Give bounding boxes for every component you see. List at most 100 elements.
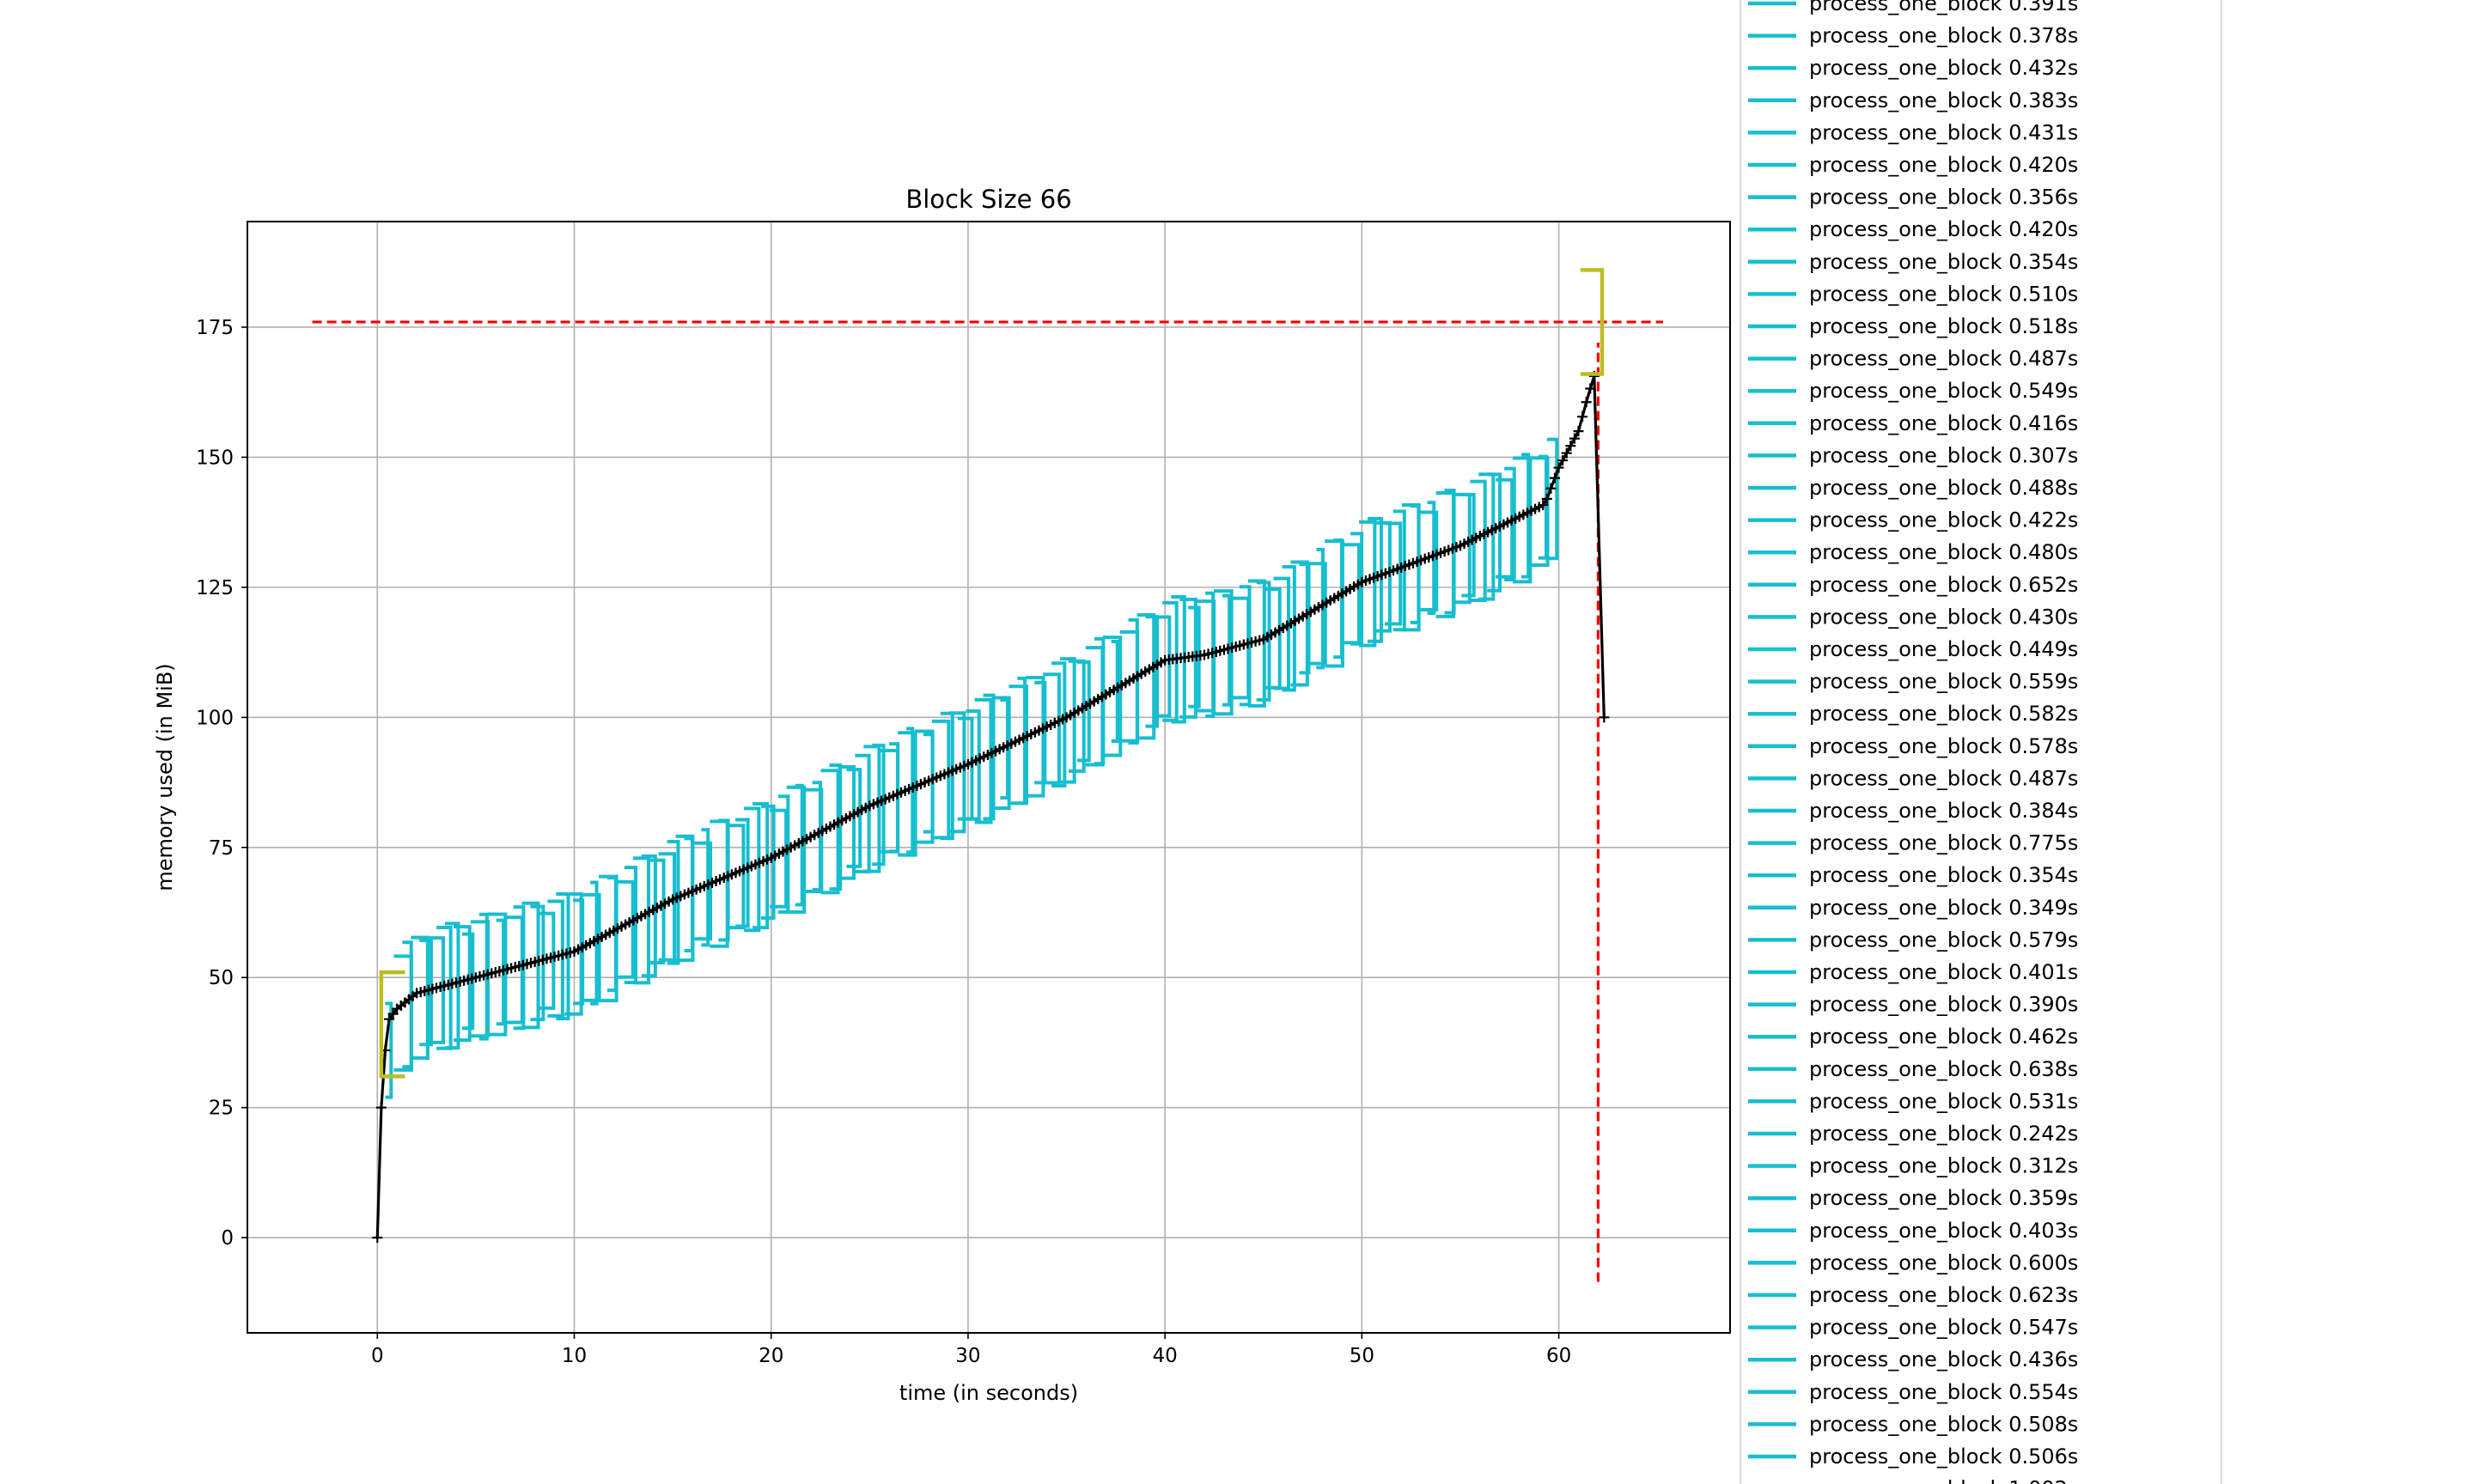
- block-bracket: [1342, 543, 1362, 645]
- legend-label: process_one_block 0.356s: [1809, 186, 2078, 210]
- block-bracket: [744, 806, 761, 933]
- block-bracket: [385, 1001, 393, 1099]
- legend-label: process_one_block 0.531s: [1809, 1089, 2078, 1113]
- block-bracket: [1470, 479, 1487, 602]
- legend-label: process_one_block 0.638s: [1809, 1057, 2078, 1081]
- legend-label: process_one_block 0.510s: [1809, 282, 2078, 306]
- block-bracket: [419, 938, 433, 1047]
- block-bracket: [402, 940, 413, 1069]
- legend-label: process_one_block 0.401s: [1809, 960, 2078, 984]
- block-bracket: [812, 781, 822, 891]
- legend-label: process_one_block 0.652s: [1809, 573, 2078, 597]
- block-bracket: [1496, 477, 1514, 579]
- x-tick-label: 60: [1546, 1345, 1571, 1367]
- block-bracket: [1487, 472, 1502, 593]
- outer-bracket: [379, 970, 405, 1079]
- memory-point: [1581, 397, 1592, 408]
- block-bracket: [667, 840, 680, 965]
- memory-point: [1538, 500, 1549, 511]
- x-tick-label: 10: [562, 1345, 587, 1367]
- block-bracket: [1410, 504, 1421, 624]
- block-bracket: [411, 935, 430, 1061]
- x-tick-label: 0: [371, 1345, 384, 1367]
- legend-label: process_one_block 0.420s: [1809, 217, 2078, 241]
- block-bracket: [1034, 680, 1047, 785]
- y-tick-label: 125: [196, 577, 234, 599]
- plot-frame: [247, 221, 1731, 1334]
- block-bracket: [1350, 532, 1364, 646]
- memory-line-group: [372, 370, 1610, 1244]
- block-bracket: [454, 925, 472, 1043]
- legend-label: process_one_block 0.242s: [1809, 1122, 2078, 1146]
- block-bracket: [829, 763, 843, 891]
- legend-label: process_one_block 0.420s: [1809, 153, 2078, 177]
- legend-label: process_one_block 0.578s: [1809, 734, 2078, 758]
- block-bracket: [863, 745, 881, 873]
- block-bracket: [1504, 466, 1516, 581]
- block-bracket: [1453, 492, 1472, 605]
- legend-label: process_one_block 0.436s: [1809, 1347, 2078, 1371]
- block-bracket: [1043, 672, 1061, 785]
- block-bracket: [1478, 472, 1496, 601]
- block-bracket: [872, 743, 886, 867]
- block-bracket: [727, 824, 746, 930]
- outer-bracket: [1580, 268, 1605, 376]
- block-bracket: [632, 856, 651, 985]
- legend-label: process_one_block 0.422s: [1809, 508, 2078, 532]
- x-tick-label: 50: [1350, 1345, 1374, 1367]
- limit-lines: [312, 320, 1664, 1282]
- block-bracket: [1060, 657, 1076, 784]
- legend-label: process_one_block 0.600s: [1809, 1250, 2078, 1274]
- memory-point: [1553, 462, 1564, 473]
- legend-label: process_one_block 0.487s: [1809, 347, 2078, 371]
- memory-point: [1577, 411, 1588, 423]
- block-bracket: [1513, 456, 1533, 584]
- x-axis-label: time (in seconds): [899, 1381, 1078, 1405]
- block-bracket: [1521, 453, 1531, 579]
- y-tick-label: 50: [209, 967, 234, 989]
- block-bracket: [769, 808, 789, 909]
- block-bracket: [1444, 489, 1456, 615]
- legend-label: process_one_block 0.488s: [1809, 476, 2078, 500]
- memory-point: [1550, 472, 1560, 484]
- chart-title: Block Size 66: [905, 185, 1071, 214]
- y-tick-label: 175: [196, 317, 234, 339]
- legend-label: process_one_block 0.431s: [1809, 120, 2078, 144]
- legend-label: process_one_block 0.403s: [1809, 1219, 2078, 1243]
- axis-ticks: 0 10 20 30 40 50 60 0 25 50 75 100 125 150 175: [196, 317, 1571, 1367]
- block-bracket: [931, 719, 951, 840]
- block-bracket: [1359, 520, 1377, 648]
- block-bracket: [1068, 659, 1086, 773]
- legend-label: process_one_block 0.349s: [1809, 896, 2078, 920]
- outer-brackets: [379, 268, 1605, 1079]
- memory-point: [1573, 426, 1584, 437]
- block-bracket: [556, 892, 570, 1021]
- block-bracket: [1076, 660, 1091, 763]
- block-bracket: [1368, 517, 1383, 643]
- block-bracket: [436, 925, 453, 1050]
- x-tick-label: 30: [955, 1345, 980, 1367]
- block-bracket: [1461, 492, 1476, 598]
- block-bracket: [1538, 454, 1548, 560]
- legend-label: process_one_block 0.312s: [1809, 1154, 2078, 1178]
- legend-label: process_one_block 1.002s: [1809, 1477, 2078, 1484]
- memory-point: [1565, 441, 1576, 452]
- block-bracket: [428, 936, 446, 1044]
- memory-point: [1561, 447, 1572, 459]
- block-bracket: [1264, 587, 1282, 690]
- legend-label: process_one_block 0.623s: [1809, 1283, 2078, 1307]
- block-bracket: [957, 716, 974, 821]
- block-bracket: [855, 753, 871, 873]
- block-bracket: [846, 768, 862, 868]
- grid-lines: [247, 222, 1730, 1333]
- block-bracket: [1017, 676, 1027, 806]
- block-bracket: [948, 711, 966, 834]
- legend-label: process_one_block 0.462s: [1809, 1025, 2078, 1049]
- block-bracket: [641, 854, 657, 978]
- block-bracket: [606, 876, 618, 993]
- block-bracket: [1256, 581, 1271, 702]
- legend-label: process_one_block 0.378s: [1809, 24, 2078, 48]
- y-tick-label: 25: [209, 1098, 234, 1120]
- memory-point: [1557, 455, 1569, 466]
- block-bracket: [1094, 636, 1106, 766]
